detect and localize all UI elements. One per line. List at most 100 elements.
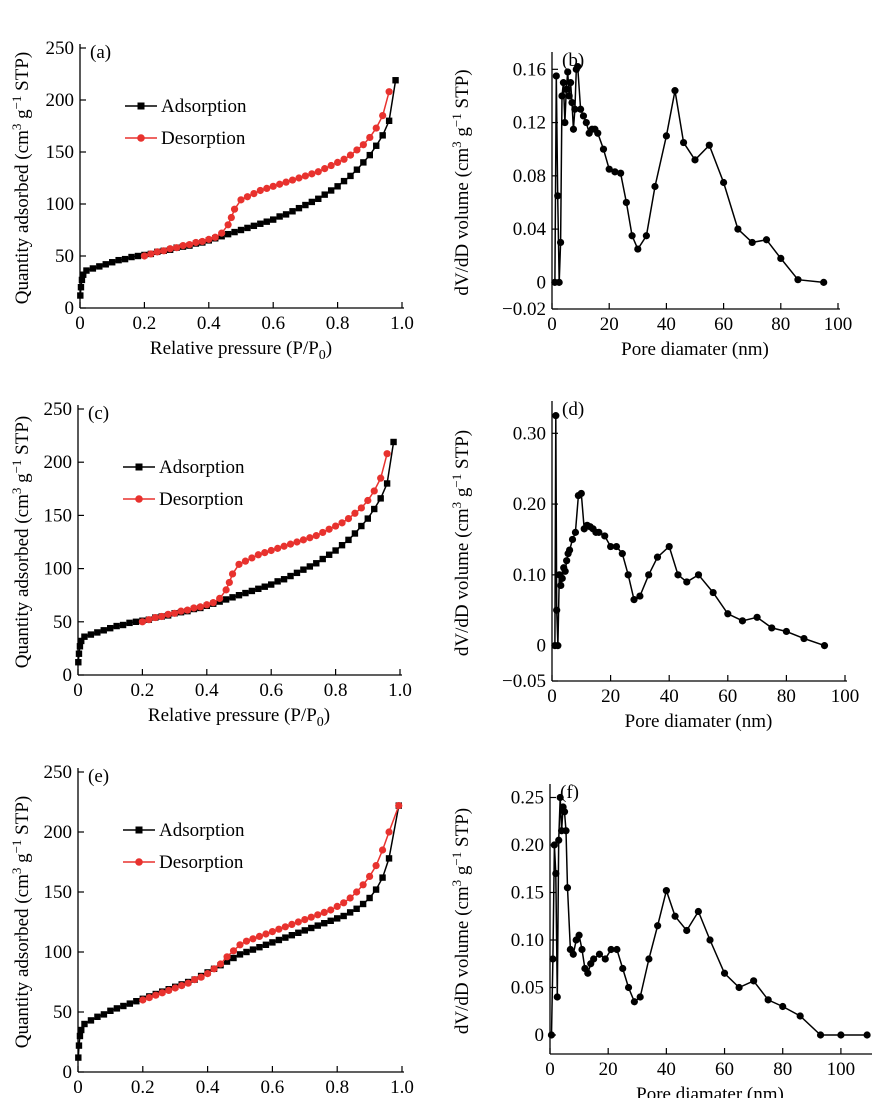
data-point-circle <box>671 87 679 95</box>
data-point-circle <box>634 245 642 253</box>
data-point-circle <box>236 941 244 949</box>
data-point-circle <box>683 578 691 586</box>
data-point-square <box>109 259 116 266</box>
data-point-square <box>288 932 296 939</box>
x-tick-label: 0.4 <box>195 680 219 701</box>
data-point-circle <box>863 1031 871 1039</box>
data-point-circle <box>549 955 557 963</box>
data-point-circle <box>228 570 237 578</box>
data-point-square <box>276 213 283 220</box>
data-point-circle <box>820 278 828 286</box>
data-point-circle <box>314 911 322 919</box>
data-point-square <box>372 886 380 893</box>
data-point-circle <box>636 993 644 1001</box>
legend-marker-circle <box>135 858 143 866</box>
panel-label: (f) <box>560 782 579 803</box>
data-point-square <box>94 629 101 636</box>
data-point-circle <box>552 412 560 420</box>
data-point-square <box>249 946 257 953</box>
data-point-square <box>133 998 140 1005</box>
data-point-circle <box>568 535 577 544</box>
data-point-circle <box>691 156 699 164</box>
data-point-square <box>358 522 365 530</box>
data-point-circle <box>611 168 619 176</box>
data-point-circle <box>165 986 173 994</box>
y-tick-label: 0.15 <box>511 883 544 904</box>
data-point-square <box>78 1026 85 1034</box>
data-point-square <box>243 948 250 956</box>
data-point-square <box>308 198 316 206</box>
data-point-circle <box>395 802 403 810</box>
y-tick-label: 0.12 <box>513 113 546 134</box>
y-tick-label: 200 <box>44 452 73 473</box>
y-tick-label: −0.05 <box>502 671 546 692</box>
y-axis-label-text: Quantity adsorbed (cm <box>12 494 33 668</box>
data-point-square <box>248 587 256 595</box>
data-point-circle <box>178 982 186 990</box>
y-axis-label-superscript: 3 <box>9 488 24 495</box>
data-point-circle <box>204 970 212 978</box>
data-point-circle <box>706 936 714 944</box>
data-point-circle <box>709 588 717 597</box>
data-point-square <box>107 1007 114 1014</box>
y-tick-label: 0 <box>537 636 547 657</box>
data-point-circle <box>734 225 742 233</box>
data-point-circle <box>651 182 659 191</box>
data-point-circle <box>555 278 563 286</box>
data-point-circle <box>262 930 270 938</box>
x-tick-label: 40 <box>657 1059 676 1080</box>
data-point-circle <box>171 984 179 992</box>
data-point-circle <box>227 213 235 222</box>
x-tick-label: 0.8 <box>326 313 350 334</box>
data-point-square <box>338 541 346 549</box>
data-point-circle <box>225 578 233 587</box>
data-point-square <box>231 228 238 236</box>
data-point-circle <box>820 642 829 650</box>
data-point-circle <box>569 125 578 133</box>
data-point-square <box>78 637 85 645</box>
data-point-circle <box>735 983 743 992</box>
y-axis-label-text-tail: STP) <box>12 52 33 96</box>
chart-panel-f: 0 20 40 60 80 100 0 0.05 0.10 0.15 0.20 0.25 (f) Pore… <box>440 730 875 1103</box>
data-point-circle <box>308 170 316 178</box>
data-point-circle <box>353 888 361 896</box>
x-axis-label: Relative pressure (P/P0) <box>150 338 332 363</box>
data-point-circle <box>560 808 569 816</box>
data-point-circle <box>547 1031 556 1039</box>
y-tick-label: 250 <box>44 762 73 783</box>
data-point-square <box>75 659 82 666</box>
x-tick-label: 20 <box>600 314 619 335</box>
x-tick-label: 1.0 <box>390 1077 414 1098</box>
x-tick-label: 100 <box>827 1059 856 1080</box>
data-point-circle <box>166 245 174 253</box>
y-tick-label: 0.20 <box>513 494 546 515</box>
data-point-circle <box>333 902 341 910</box>
data-point-square <box>274 578 281 585</box>
data-point-circle <box>307 913 315 921</box>
data-point-circle <box>753 613 761 621</box>
data-point-square <box>360 159 367 166</box>
data-point-square <box>115 256 122 264</box>
data-point-circle <box>301 172 309 180</box>
data-point-circle <box>359 881 367 889</box>
x-tick-label: 60 <box>718 686 737 707</box>
data-point-square <box>334 915 341 922</box>
y-axis-label-text-tail: STP) <box>452 69 473 113</box>
y-axis-label-superscript: −1 <box>449 852 464 866</box>
data-point-circle <box>338 519 346 527</box>
data-point-circle <box>255 932 264 940</box>
data-point-circle <box>243 193 252 201</box>
data-point-square <box>327 187 335 194</box>
data-point-circle <box>550 841 558 849</box>
panel-label: (d) <box>562 399 584 420</box>
y-tick-label: 150 <box>44 505 73 526</box>
legend-marker-circle <box>137 134 145 142</box>
data-point-circle <box>582 118 590 127</box>
data-point-circle <box>177 607 185 615</box>
y-tick-label: 150 <box>44 882 73 903</box>
data-point-square <box>334 183 341 190</box>
data-point-circle <box>139 996 147 1004</box>
y-tick-label: 50 <box>55 246 74 267</box>
data-point-circle <box>724 610 732 618</box>
